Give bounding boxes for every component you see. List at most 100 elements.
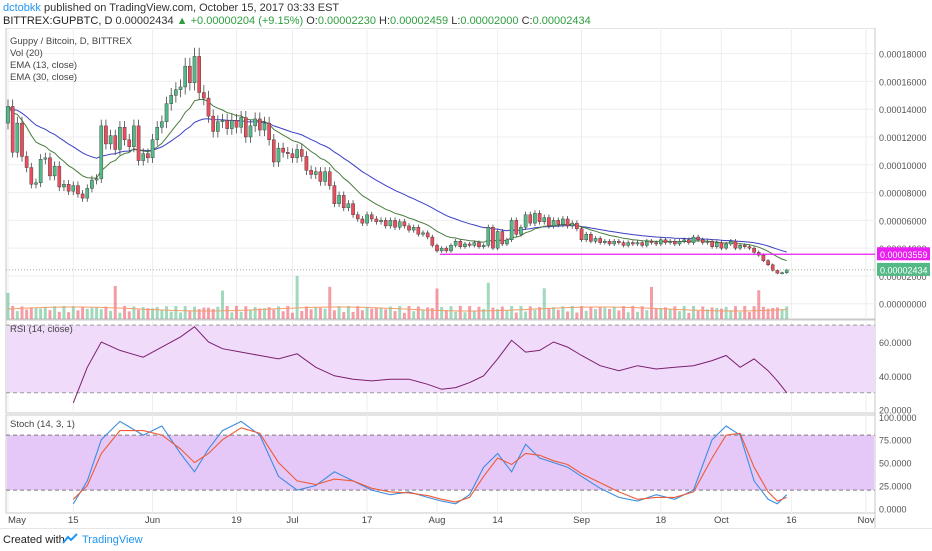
tradingview-brand-link[interactable]: TradingView: [82, 534, 143, 546]
volume-bar: [696, 311, 700, 319]
open-label: O:: [306, 15, 318, 27]
volume-bar: [188, 310, 192, 319]
candle: [738, 245, 742, 249]
stoch-tick-label: 25.0000: [879, 482, 912, 492]
volume-bar: [486, 282, 490, 319]
volume-bar: [444, 310, 448, 319]
candle: [481, 245, 486, 247]
x-tick-label: 19: [231, 515, 242, 526]
rsi-line: [72, 326, 788, 404]
candle: [24, 156, 29, 168]
volume-bar: [416, 306, 420, 319]
chart-canvas[interactable]: 0.000000000.000020000.000040000.00006000…: [0, 28, 932, 528]
hline-badge-bg: [877, 247, 930, 261]
candle: [747, 246, 752, 249]
candle: [663, 239, 668, 243]
x-tick-label: 17: [362, 515, 373, 526]
volume-bar: [295, 275, 299, 319]
volume-bar: [570, 305, 574, 319]
candle: [146, 153, 150, 159]
candle: [351, 203, 355, 215]
volume-bar: [151, 308, 155, 319]
volume-bar: [584, 310, 588, 319]
volume-bar: [752, 306, 756, 319]
candle: [20, 122, 24, 157]
volume-bar: [608, 308, 612, 319]
candle: [285, 152, 290, 154]
ohlc-line: BITTREX:GUPBTC, D 0.00002434 ▲ +0.000002…: [3, 15, 591, 27]
volume-bar: [407, 305, 411, 319]
volume-bar: [29, 307, 33, 319]
volume-bar: [248, 309, 252, 319]
volume-ma-line: [7, 306, 787, 312]
candle: [733, 240, 738, 249]
volume-bar: [239, 311, 243, 319]
volume-bar: [309, 309, 313, 319]
candle: [220, 120, 225, 122]
volume-bar: [165, 306, 169, 319]
volume-bar: [328, 286, 332, 319]
candle: [598, 238, 603, 243]
volume-bar: [207, 307, 211, 319]
candle: [71, 185, 76, 192]
candle: [136, 125, 141, 161]
candle: [402, 221, 407, 227]
volume-bar: [202, 307, 206, 319]
candle: [66, 184, 71, 192]
volume-bar: [500, 306, 504, 319]
candle: [411, 227, 416, 231]
volume-bar: [747, 312, 751, 319]
volume-bar: [356, 306, 360, 319]
candle: [575, 222, 579, 229]
volume-bar: [757, 290, 761, 319]
candle: [584, 234, 589, 241]
volume-bar: [780, 309, 784, 319]
candle: [183, 65, 187, 88]
candle: [612, 240, 616, 245]
volume-bar: [104, 306, 108, 319]
volume-bar: [710, 307, 714, 319]
volume-bar: [342, 312, 346, 319]
candle: [276, 147, 281, 163]
volume-bar: [53, 306, 57, 319]
volume-bar: [15, 311, 19, 319]
candle: [337, 195, 341, 204]
candle: [780, 272, 784, 274]
candle: [169, 95, 174, 104]
candle: [533, 213, 537, 224]
author-link[interactable]: dctobkk: [3, 2, 41, 14]
volume-bar: [472, 310, 476, 319]
volume-bar: [388, 306, 392, 319]
volume-bar: [468, 306, 472, 319]
candle: [439, 247, 444, 252]
candle: [262, 122, 267, 131]
candle: [244, 117, 248, 138]
candle: [407, 225, 411, 231]
volume-bar: [426, 307, 430, 319]
candle: [295, 149, 299, 159]
volume-bar: [691, 305, 695, 319]
volume-bar: [337, 306, 341, 319]
publish-line: dctobkk published on TradingView.com, Oc…: [3, 2, 339, 14]
volume-bar: [603, 307, 607, 319]
candle: [495, 231, 500, 249]
volume-bar: [491, 307, 495, 319]
volume-bar: [775, 307, 779, 319]
volume-bar: [370, 308, 374, 319]
candle: [673, 240, 677, 245]
volume-bar: [612, 306, 616, 319]
candle: [304, 156, 309, 171]
candle: [355, 214, 360, 220]
volume-bar: [514, 312, 518, 319]
candle: [393, 220, 397, 228]
volume-bar: [449, 306, 453, 319]
stoch-tick-label: 50.0000: [879, 459, 912, 469]
volume-bar: [113, 286, 117, 319]
candle: [397, 221, 402, 228]
volume-bar: [738, 311, 742, 319]
volume-bar: [90, 307, 94, 319]
last-price-badge: 0.00002434: [877, 262, 930, 276]
volume-bar: [71, 306, 75, 319]
volume-bar: [304, 306, 308, 319]
volume-bar: [379, 307, 383, 319]
